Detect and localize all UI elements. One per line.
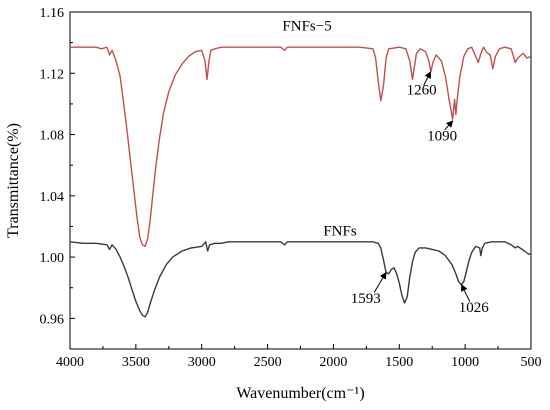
x-axis: 4000 3500 3000 2500 2000 1500 1000 500 (56, 344, 542, 370)
peak-label: 1090 (427, 129, 457, 145)
y-tick-label: 1.08 (40, 129, 65, 144)
series-label: FNFs (323, 224, 357, 240)
plot-frame (69, 11, 532, 350)
x-axis-title: Wavenumber(cm⁻¹) (236, 385, 364, 402)
x-tick-label: 3500 (122, 355, 150, 370)
x-tick-label: 4000 (56, 355, 84, 370)
peak-arrow (373, 271, 387, 293)
x-tick-label: 2500 (254, 355, 282, 370)
peak-label: 1593 (351, 291, 381, 307)
y-tick-label: 1.00 (40, 251, 65, 266)
peak-label: 1026 (459, 300, 490, 316)
y-axis: 0.96 1.00 1.04 1.08 1.12 1.16 (40, 6, 75, 327)
series-label: FNFs−5 (282, 18, 331, 34)
y-tick-label: 1.16 (40, 6, 65, 21)
peak-arrow (461, 284, 471, 302)
x-tick-label: 1000 (451, 355, 479, 370)
series-layer (69, 46, 532, 318)
x-tick-label: 2000 (319, 355, 347, 370)
y-tick-label: 1.04 (40, 190, 65, 205)
y-tick-label: 1.12 (40, 67, 65, 82)
series-line-fnfs-5 (70, 46, 532, 248)
plot-area (69, 11, 532, 350)
peak-label: 1260 (407, 83, 437, 99)
series-line-fnfs (69, 241, 531, 318)
peak-arrow (444, 120, 454, 131)
x-tick-label: 1500 (385, 355, 413, 370)
peak-arrow (423, 71, 432, 86)
y-tick-label: 0.96 (40, 312, 65, 327)
y-axis-title: Transmittance(%) (5, 123, 22, 238)
x-tick-label: 3000 (188, 355, 216, 370)
annotation-layer: FNFs−5 FNFs 1260 1090 1593 1026 (282, 18, 489, 316)
x-tick-label: 500 (521, 355, 542, 370)
